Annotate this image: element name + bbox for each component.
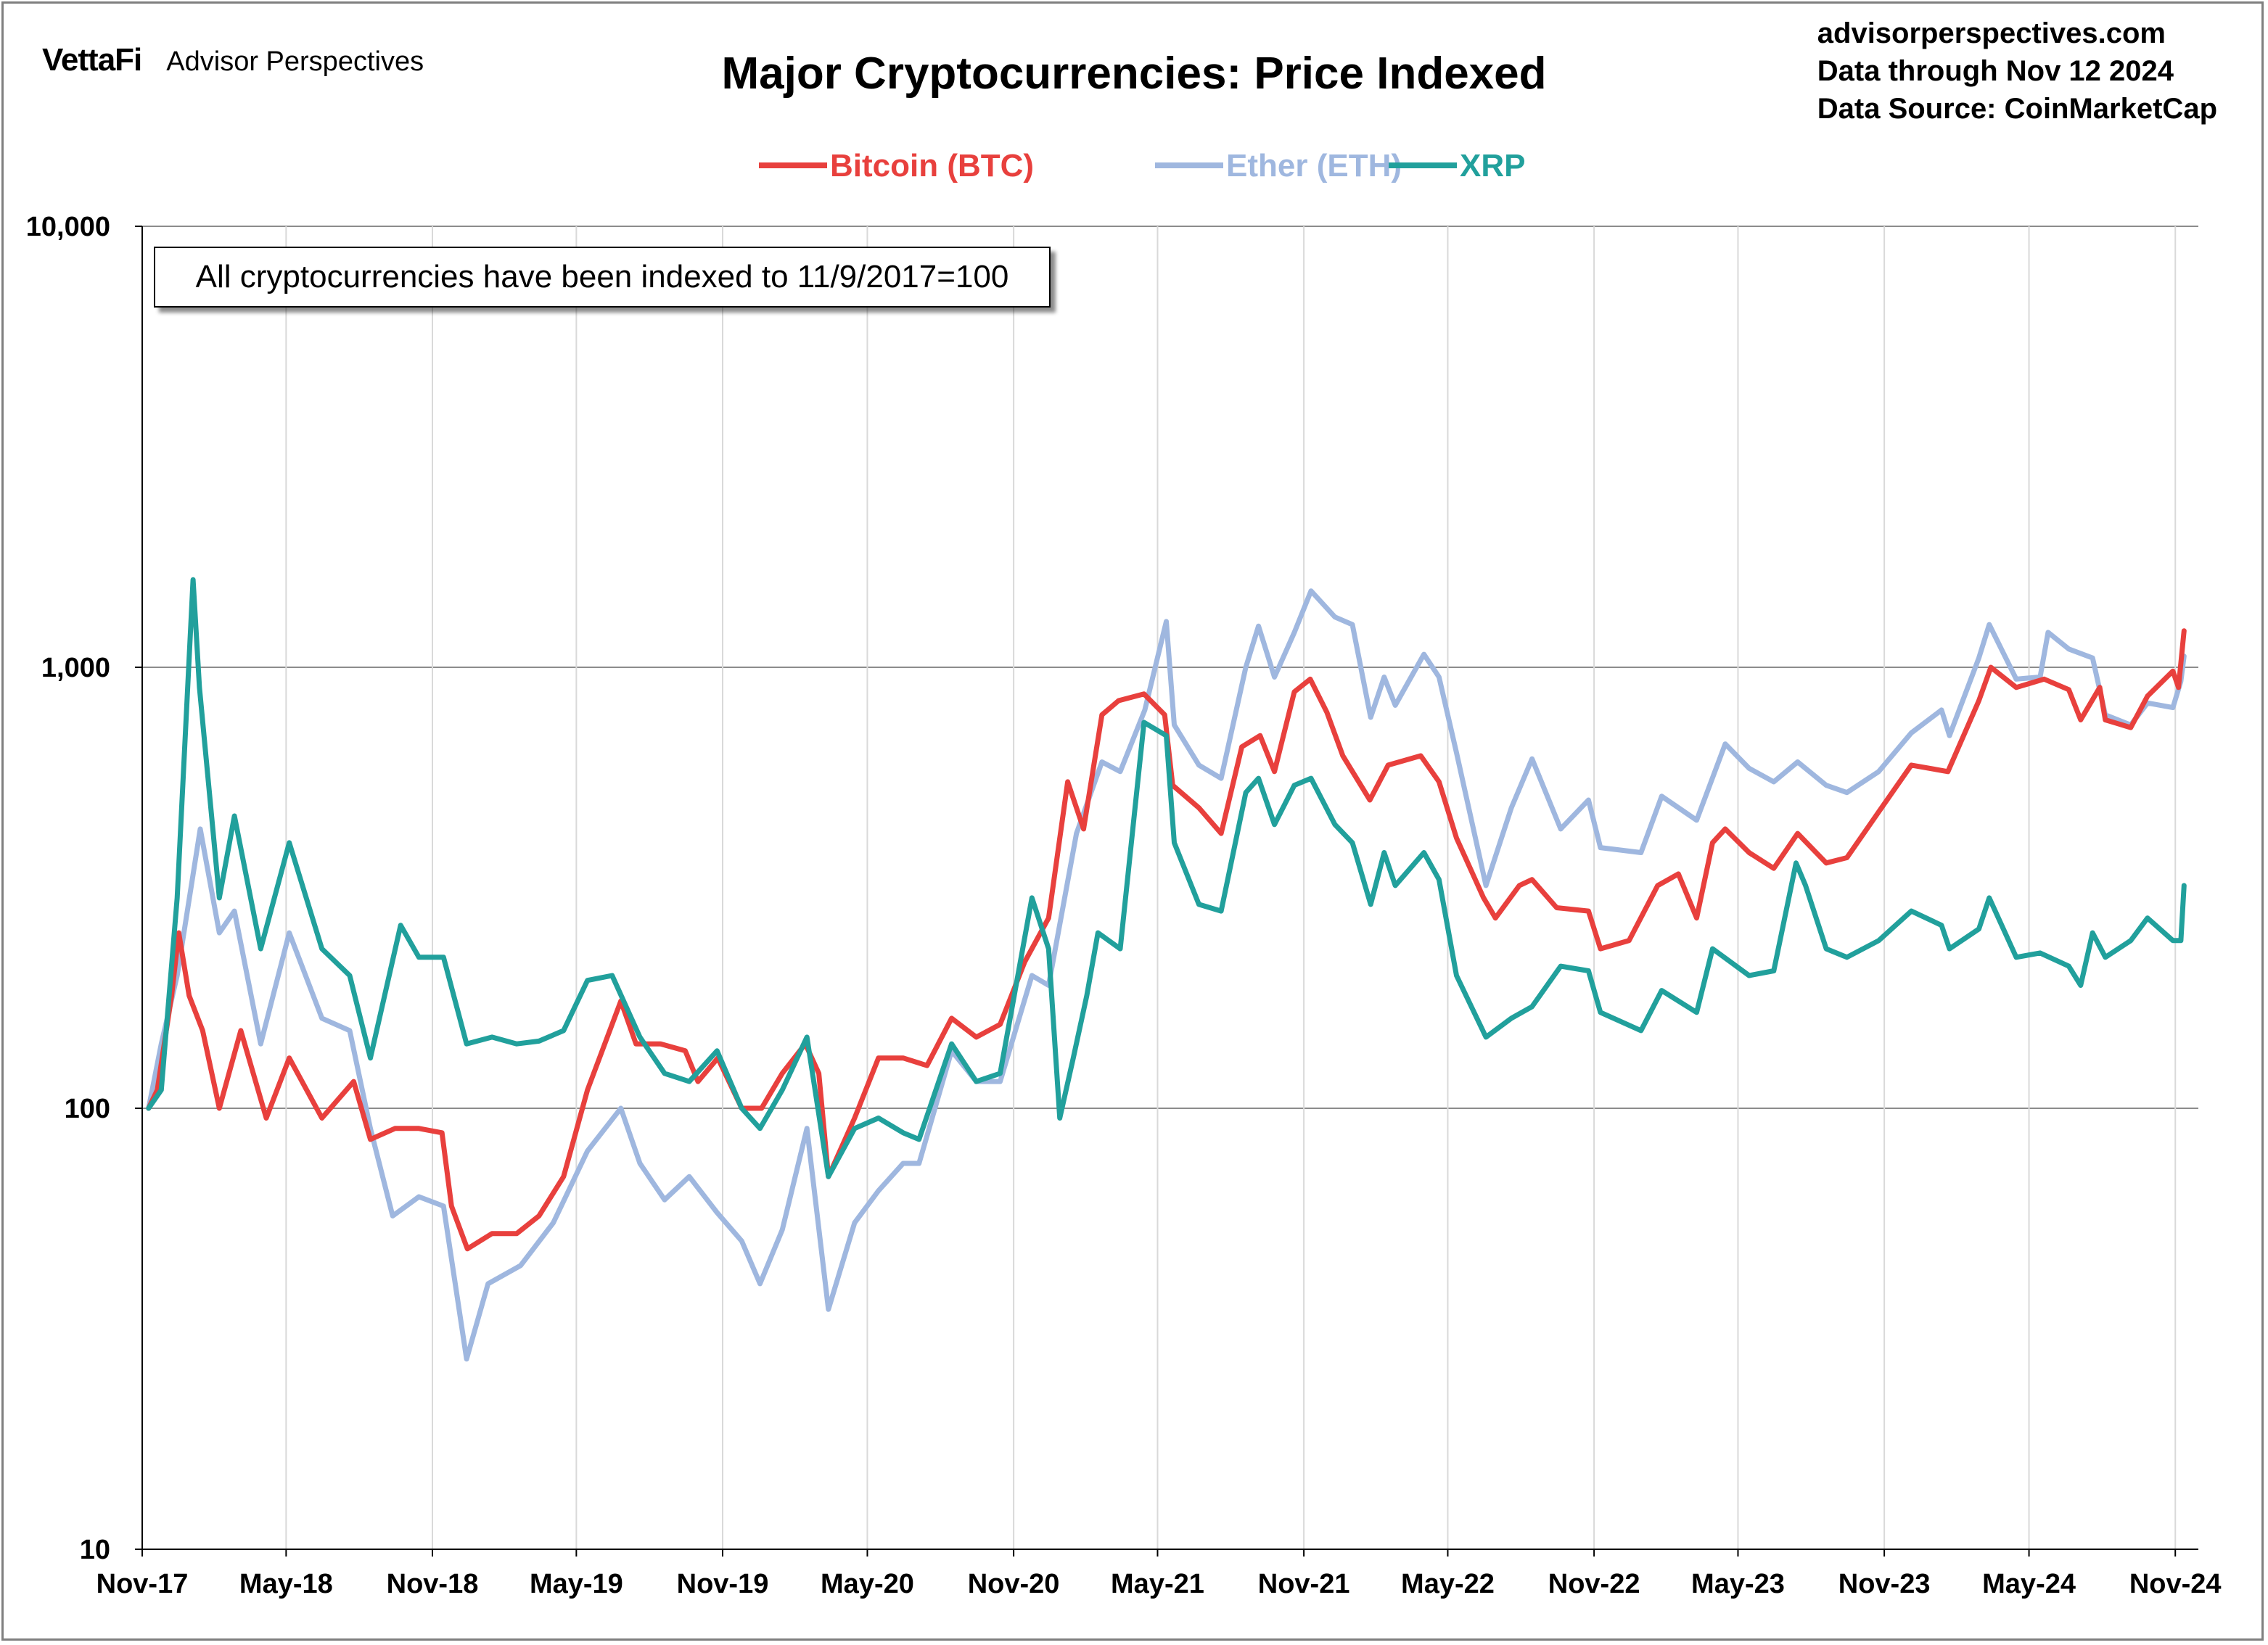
legend-label: Bitcoin (BTC) [830,148,1034,184]
brand-name: Advisor Perspectives [166,46,424,77]
y-tick-label: 10 [80,1535,110,1565]
series-line-xrp [146,577,2187,1179]
y-tick-label: 100 [65,1094,110,1124]
axes [135,226,2198,1557]
x-tick-label: Nov-23 [1838,1569,1931,1599]
x-tick-label: May-21 [1111,1569,1204,1599]
gridlines [141,226,2198,1549]
source-block: advisorperspectives.com Data through Nov… [1817,15,2217,128]
y-axis-tick-labels: 10 100 1,000 10,000 [26,212,110,1565]
chart-title: Major Cryptocurrencies: Price Indexed [721,49,1547,99]
series-line-ether-eth [146,588,2187,1362]
x-axis-tick-labels: Nov-17 May-18 Nov-18 May-19 Nov-19 May-20 Nov-… [96,1569,2222,1599]
source-line-data-source: Data Source: CoinMarketCap [1817,93,2217,125]
x-tick-label: Nov-24 [2129,1569,2222,1599]
brand-header: VettaFi Advisor Perspectives [42,42,424,78]
x-tick-label: May-23 [1691,1569,1785,1599]
source-line-data-through: Data through Nov 12 2024 [1817,55,2174,87]
x-tick-label: May-22 [1401,1569,1495,1599]
x-tick-label: Nov-22 [1548,1569,1640,1599]
x-tick-label: May-20 [821,1569,914,1599]
x-tick-label: Nov-19 [677,1569,769,1599]
x-tick-label: May-19 [530,1569,623,1599]
legend: Bitcoin (BTC) Ether (ETH) XRP [759,148,1525,184]
source-line-website: advisorperspectives.com [1817,17,2166,49]
vettafi-logo: VettaFi [42,42,142,78]
x-tick-label: Nov-20 [968,1569,1060,1599]
series-line-bitcoin-btc [146,628,2187,1252]
legend-label: XRP [1460,148,1525,184]
x-tick-label: Nov-21 [1258,1569,1350,1599]
index-note-box: All cryptocurrencies have been indexed t… [154,247,1051,308]
series-lines [146,577,2187,1362]
x-tick-label: May-18 [239,1569,333,1599]
x-tick-label: Nov-17 [96,1569,189,1599]
y-tick-label: 10,000 [26,212,110,242]
legend-label: Ether (ETH) [1226,148,1402,184]
x-tick-label: Nov-18 [387,1569,479,1599]
x-tick-label: May-24 [1982,1569,2076,1599]
y-tick-label: 1,000 [41,653,110,683]
